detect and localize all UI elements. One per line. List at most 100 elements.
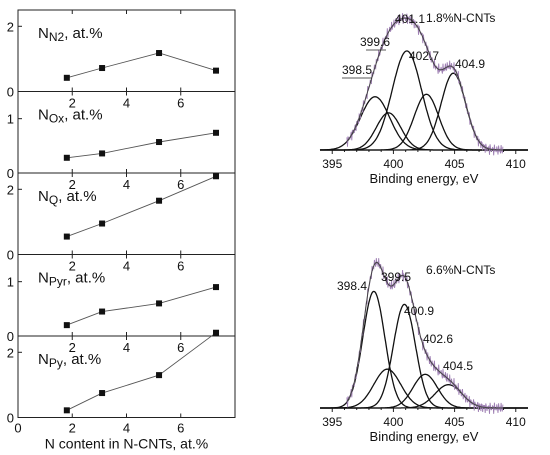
x-tick-label: 410 xyxy=(506,157,526,171)
y-tick-label: 2 xyxy=(7,19,14,34)
y-tick-label: 0 xyxy=(7,85,14,100)
xps-bottom-chart: 395 400 405 410 Binding energy, eV 6.6%N-CNTs… xyxy=(320,258,528,444)
data-point xyxy=(99,150,106,157)
panel-label: NPyr, at.% xyxy=(38,270,105,289)
data-point xyxy=(213,129,220,136)
x-tick-label: 410 xyxy=(506,415,526,429)
data-point xyxy=(63,154,70,161)
x-axis-label: Binding energy, eV xyxy=(370,171,479,186)
data-point xyxy=(99,65,106,72)
panel-pyr: 0 1 2 4 6 NPyr, at.% xyxy=(7,254,236,344)
panel-label-rest: , at.% xyxy=(64,25,102,42)
peak-label: 402.7 xyxy=(409,49,439,63)
peak-label: 399.6 xyxy=(360,35,390,49)
fit-envelope xyxy=(346,261,503,409)
x-tick-label: 4 xyxy=(123,421,130,436)
data-point xyxy=(156,197,163,204)
panel-label-sub: N2 xyxy=(49,30,65,44)
x-tick-label: 2 xyxy=(69,177,76,192)
panel-label-sub: Py xyxy=(49,356,63,370)
x-tick-label: 4 xyxy=(123,340,130,355)
x-axis-label: N content in N-CNTs, at.% xyxy=(45,436,208,452)
peak-label: 404.9 xyxy=(455,57,485,71)
x-tick-label: 2 xyxy=(69,96,76,111)
x-tick-label: 6 xyxy=(177,340,184,355)
series-line xyxy=(66,286,217,326)
data-point xyxy=(156,50,163,57)
x-tick-label: 0 xyxy=(14,421,21,436)
peak-label: 399.5 xyxy=(381,270,411,284)
panel-title: 6.6%N-CNTs xyxy=(426,263,495,277)
series-line xyxy=(66,332,217,411)
x-tick-label: 4 xyxy=(123,177,130,192)
data-point xyxy=(63,74,70,81)
panel-label-sub: Ox xyxy=(49,112,64,126)
peak-label: 402.6 xyxy=(423,332,453,346)
data-point xyxy=(99,390,106,397)
peak-399.6 xyxy=(320,112,528,151)
data-point xyxy=(99,308,106,315)
panel-label: NOx, at.% xyxy=(38,107,103,126)
peak-label: 398.4 xyxy=(337,279,367,293)
x-tick-label: 4 xyxy=(123,259,130,274)
panel-n2: 0 2 NN2, at.% xyxy=(7,9,236,100)
y-tick-label: 1 xyxy=(7,112,14,127)
x-tick-label: 6 xyxy=(177,177,184,192)
data-point xyxy=(213,173,220,180)
peak-label: 404.5 xyxy=(443,359,473,373)
y-tick-label: 0 xyxy=(7,248,14,263)
panel-label-rest: , at.% xyxy=(58,188,96,205)
panel-label-rest: , at.% xyxy=(63,351,101,368)
x-tick-label: 6 xyxy=(177,259,184,274)
y-tick-label: 0 xyxy=(7,166,14,181)
data-point xyxy=(213,67,220,74)
series-line xyxy=(66,132,217,159)
y-tick-label: 0 xyxy=(7,329,14,344)
x-tick-label: 400 xyxy=(383,415,403,429)
y-tick-label: 1 xyxy=(7,275,14,290)
panel-label-sub: Q xyxy=(49,193,58,207)
data-point xyxy=(156,372,163,379)
data-point xyxy=(63,407,70,414)
panel-label-rest: , at.% xyxy=(67,270,105,287)
fit-envelope xyxy=(346,17,503,151)
data-point xyxy=(156,139,163,146)
x-tick-label: 395 xyxy=(322,415,342,429)
peak-label: 401.1 xyxy=(395,12,425,26)
data-point xyxy=(156,300,163,307)
peak-398.5 xyxy=(319,96,528,151)
data-point xyxy=(63,322,70,329)
series-line xyxy=(66,52,217,79)
y-tick-label: 2 xyxy=(7,182,14,197)
x-tick-label: 405 xyxy=(445,415,465,429)
panel-label: NPy, at.% xyxy=(38,351,101,370)
x-tick-label: 395 xyxy=(322,157,342,171)
panel-label: NN2, at.% xyxy=(38,25,103,44)
panel-label-main: N xyxy=(38,270,49,287)
x-tick-label: 2 xyxy=(69,340,76,355)
panel-q: 0 2 2 4 6 NQ, at.% xyxy=(7,172,236,263)
y-tick-label: 0 xyxy=(7,411,14,426)
x-tick-label: 2 xyxy=(69,421,76,436)
panel-label-main: N xyxy=(38,351,49,368)
peak-label: 398.5 xyxy=(342,63,372,77)
data-point xyxy=(63,233,70,240)
peak-404.9 xyxy=(320,72,528,151)
x-tick-label: 6 xyxy=(177,421,184,436)
panel-ox: 0 1 2 4 6 NOx, at.% xyxy=(7,91,236,181)
data-point xyxy=(213,329,220,336)
x-tick-label: 405 xyxy=(445,157,465,171)
data-point xyxy=(213,284,220,291)
peak-label: 400.9 xyxy=(404,304,434,318)
panel-label-main: N xyxy=(38,107,49,124)
panel-label-rest: , at.% xyxy=(64,107,102,124)
peak-402.7 xyxy=(320,93,528,151)
x-tick-label: 4 xyxy=(123,96,130,111)
data-point xyxy=(99,220,106,227)
panel-label-main: N xyxy=(38,25,49,42)
panel-label: NQ, at.% xyxy=(38,188,97,207)
panel-frame xyxy=(17,9,236,92)
